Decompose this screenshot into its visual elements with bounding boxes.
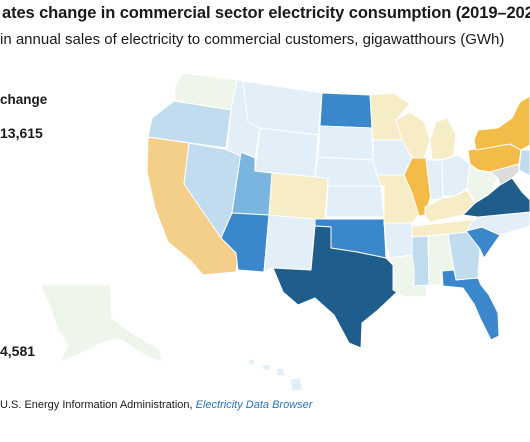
map-subtitle: in annual sales of electricity to commer… (0, 31, 505, 48)
state-NY[interactable] (473, 95, 530, 151)
state-MS[interactable] (411, 235, 430, 287)
source-note: U.S. Energy Information Administration, … (0, 399, 312, 411)
source-text: U.S. Energy Information Administration, (0, 399, 196, 411)
state-ND[interactable] (319, 92, 373, 129)
state-NC[interactable] (465, 211, 530, 236)
state-HI[interactable] (247, 358, 304, 392)
state-OH[interactable] (441, 154, 471, 197)
source-link[interactable]: Electricity Data Browser (195, 399, 313, 411)
state-KS[interactable] (325, 185, 385, 218)
state-SD[interactable] (317, 125, 374, 161)
state-WI[interactable] (395, 111, 431, 159)
state-AR[interactable] (383, 222, 413, 259)
state-NM[interactable] (263, 214, 316, 273)
state-TX[interactable] (272, 225, 398, 349)
state-WY[interactable] (254, 127, 319, 178)
state-NJ[interactable] (518, 149, 530, 177)
state-MD[interactable] (489, 163, 520, 186)
legend-title: change (0, 92, 48, 107)
legend-max-label: 13,615 (0, 125, 43, 141)
legend-min-label: 4,581 (0, 343, 36, 359)
state-FL[interactable] (441, 269, 500, 341)
state-CO[interactable] (268, 172, 329, 221)
state-MI[interactable] (429, 117, 457, 161)
state-AK[interactable] (39, 284, 163, 363)
map-title: ates change in commercial sector electri… (2, 4, 530, 22)
